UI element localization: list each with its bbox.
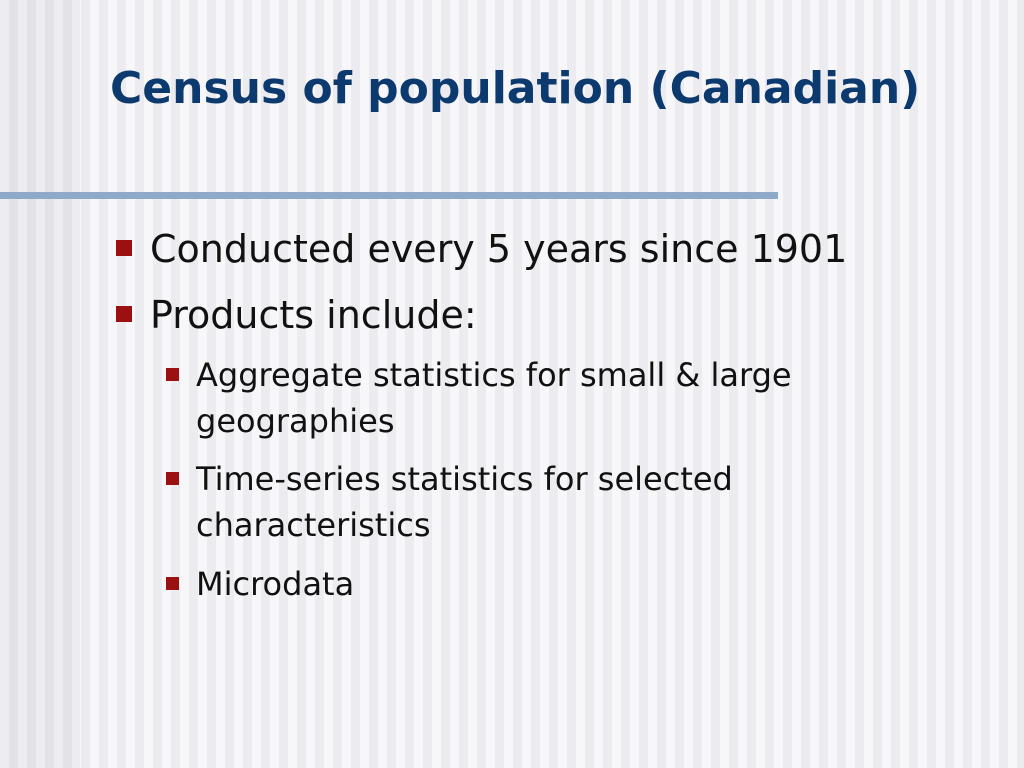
sub-bullet-item: Microdata [166,561,976,607]
background-stripe-band [0,0,80,768]
square-bullet-icon [166,472,179,485]
bullet-item: Products include: [116,290,477,340]
bullet-text: Products include: [150,293,477,337]
bullet-text: Time-series statistics for selected char… [196,460,733,544]
bullet-text: Microdata [196,565,355,603]
sub-bullet-item: Aggregate statistics for small & large g… [166,352,976,444]
title-underline [0,192,778,199]
square-bullet-icon [166,368,179,381]
bullet-text: Aggregate statistics for small & large g… [196,356,792,440]
bullet-item: Conducted every 5 years since 1901 [116,224,848,274]
square-bullet-icon [116,306,132,322]
square-bullet-icon [166,577,179,590]
slide-title: Census of population (Canadian) [110,63,921,114]
bullet-text: Conducted every 5 years since 1901 [150,227,848,271]
square-bullet-icon [116,240,132,256]
sub-bullet-item: Time-series statistics for selected char… [166,456,976,548]
